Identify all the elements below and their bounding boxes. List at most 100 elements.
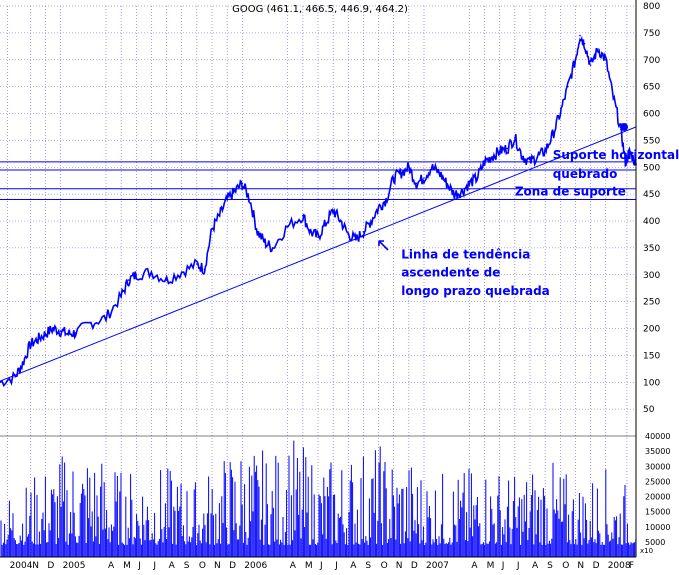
time-tick-label: D	[411, 561, 418, 570]
price-point	[241, 182, 244, 185]
price-point	[544, 150, 546, 152]
time-tick-label: A	[108, 561, 115, 570]
price-point	[506, 147, 509, 150]
price-point	[324, 222, 327, 225]
price-point	[377, 206, 380, 209]
price-tick-label: 350	[643, 244, 660, 254]
price-point	[165, 279, 168, 281]
price-point	[392, 177, 395, 179]
price-point	[536, 155, 539, 158]
price-point	[339, 220, 342, 222]
price-point	[196, 263, 198, 265]
price-point	[233, 190, 236, 193]
volume-tick-label: 25000	[645, 477, 670, 486]
price-point	[332, 209, 334, 212]
price-tick-label: 550	[643, 136, 660, 146]
annotation-text: longo prazo quebrada	[401, 284, 550, 298]
time-tick-label: J	[501, 561, 505, 570]
break-marker	[620, 122, 628, 131]
price-point	[408, 166, 410, 169]
time-tick-label: 2005	[63, 561, 86, 570]
price-point	[249, 198, 251, 201]
annotation-text: Zona de suporte	[515, 185, 626, 199]
price-tick-label: 50	[643, 405, 655, 415]
volume-tick-label: 15000	[645, 508, 670, 517]
time-tick-label: N	[577, 561, 584, 570]
price-point	[415, 182, 418, 185]
annotation-text: Linha de tendência	[401, 248, 530, 262]
price-point	[604, 59, 607, 61]
price-point	[203, 268, 206, 271]
time-tick-label: D	[229, 561, 236, 570]
trendline	[0, 126, 637, 382]
price-point	[21, 362, 24, 365]
time-tick-label: A	[532, 561, 539, 570]
time-tick-label: D	[593, 561, 600, 570]
time-tick-label: A	[350, 561, 357, 570]
price-point	[445, 182, 448, 185]
price-point	[14, 376, 16, 378]
price-point	[583, 42, 586, 45]
price-point	[264, 241, 266, 244]
price-point	[430, 166, 433, 169]
time-tick-label: J	[319, 561, 323, 570]
price-point	[317, 236, 319, 238]
price-point	[461, 190, 463, 193]
price-tick-label: 600	[643, 110, 660, 120]
time-tick-label: J	[152, 561, 156, 570]
price-point	[551, 134, 554, 136]
volume-tick-label: 30000	[645, 462, 670, 471]
price-point	[0, 381, 1, 384]
price-point	[347, 233, 350, 236]
price-tick-label: 400	[643, 217, 660, 227]
price-point	[302, 214, 304, 217]
price-point	[629, 150, 631, 152]
time-tick-label: N	[214, 561, 221, 570]
price-point	[529, 161, 531, 163]
price-point	[29, 343, 32, 346]
price-point	[438, 171, 440, 174]
price-point	[491, 155, 493, 158]
price-point	[476, 177, 478, 179]
time-tick-label: M	[305, 561, 313, 570]
time-tick-label: F	[629, 561, 634, 570]
price-point	[286, 225, 289, 228]
price-point	[574, 59, 577, 61]
price-point	[135, 274, 138, 276]
time-tick-label: 2004	[10, 561, 33, 570]
price-tick-label: 250	[643, 298, 660, 308]
price-tick-label: 750	[643, 29, 660, 39]
price-point	[59, 330, 62, 333]
price-point	[90, 322, 92, 324]
price-point	[370, 220, 372, 222]
price-tick-label: 100	[643, 378, 660, 388]
price-point	[514, 136, 516, 139]
price-point	[226, 198, 228, 201]
annotation-arrow	[378, 240, 389, 251]
time-tick-label: 2008	[608, 561, 631, 570]
time-tick-label: A	[169, 561, 176, 570]
price-point	[624, 161, 627, 163]
annotation-text: ascendente de	[401, 265, 500, 279]
price-point	[453, 193, 456, 195]
volume-tick-label: 5000	[645, 538, 665, 547]
time-tick-label: N	[32, 561, 39, 570]
volume-tick-label: 40000	[645, 432, 670, 441]
price-point	[355, 239, 357, 241]
price-point	[211, 228, 213, 230]
time-tick-label: 2006	[244, 561, 267, 570]
time-tick-label: A	[290, 561, 297, 570]
time-tick-label: J	[334, 561, 338, 570]
volume-tick-label: 10000	[645, 523, 670, 532]
price-point	[362, 231, 365, 233]
time-tick-label: J	[137, 561, 141, 570]
price-point	[483, 161, 486, 163]
price-point	[52, 327, 54, 330]
price-series-line	[0, 35, 637, 388]
price-tick-label: 300	[643, 271, 660, 281]
price-point	[127, 279, 130, 281]
time-tick-label: O	[199, 561, 206, 570]
time-tick-label: M	[487, 561, 495, 570]
